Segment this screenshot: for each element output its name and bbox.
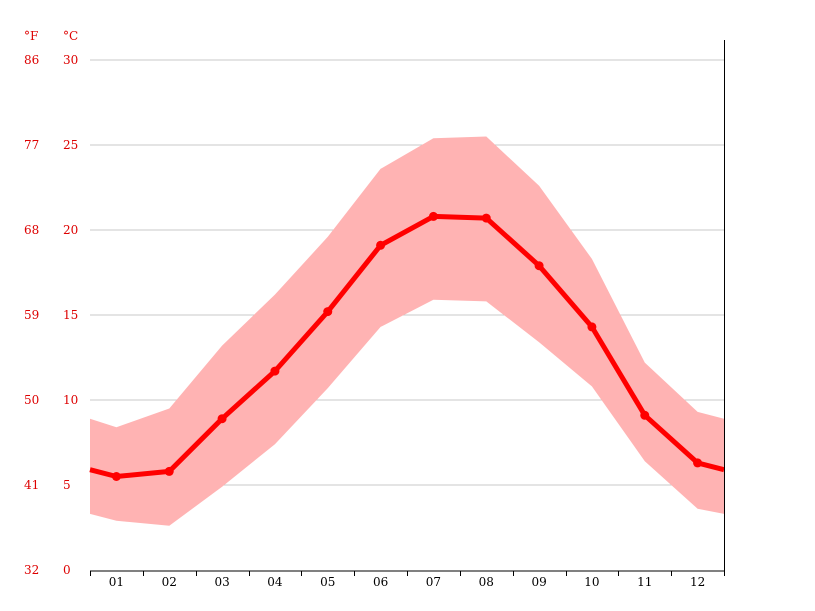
y-tick-f-32: 32 xyxy=(24,563,39,577)
y-tick-f-86: 86 xyxy=(24,53,39,67)
x-tick-11: 11 xyxy=(637,575,652,589)
y-tick-c-15: 15 xyxy=(63,308,78,322)
y-tick-labels: 86 30 77 25 68 20 59 15 50 10 41 5 32 0 xyxy=(24,53,78,577)
data-point-04 xyxy=(270,366,280,376)
x-tick-01: 01 xyxy=(109,575,124,589)
axes xyxy=(90,40,725,576)
data-point-07 xyxy=(428,211,438,221)
y-tick-c-25: 25 xyxy=(63,138,78,152)
data-point-10 xyxy=(587,322,597,332)
y-tick-c-10: 10 xyxy=(63,393,78,407)
x-tick-08: 08 xyxy=(479,575,494,589)
data-point-02 xyxy=(164,466,174,476)
y-tick-c-20: 20 xyxy=(63,223,78,237)
x-tick-05: 05 xyxy=(320,575,335,589)
data-point-08 xyxy=(481,213,491,223)
data-point-05 xyxy=(323,307,333,317)
mean-temperature-line xyxy=(89,213,725,479)
y-tick-c-5: 5 xyxy=(63,478,71,492)
x-tick-labels: 01 02 03 04 05 06 07 08 09 10 11 12 xyxy=(109,575,705,589)
y-tick-f-59: 59 xyxy=(24,308,39,322)
data-point-11 xyxy=(640,410,650,420)
y-tick-f-77: 77 xyxy=(24,138,39,152)
mean-temperature-points xyxy=(111,211,703,481)
x-tick-10: 10 xyxy=(584,575,599,589)
y-tick-c-30: 30 xyxy=(63,53,78,67)
y-axis-right-unit: °C xyxy=(63,29,78,43)
y-axis-left-unit: °F xyxy=(24,29,38,43)
data-point-06 xyxy=(376,240,386,250)
temperature-range-band xyxy=(90,136,724,526)
y-tick-f-68: 68 xyxy=(24,223,39,237)
y-tick-f-50: 50 xyxy=(24,393,39,407)
data-point-09 xyxy=(534,261,544,271)
x-tick-06: 06 xyxy=(373,575,388,589)
mean-line xyxy=(89,213,725,479)
data-point-01 xyxy=(111,472,121,481)
range-band xyxy=(90,136,724,526)
x-tick-03: 03 xyxy=(214,575,229,589)
x-tick-02: 02 xyxy=(162,575,177,589)
x-tick-12: 12 xyxy=(690,575,705,589)
y-tick-f-41: 41 xyxy=(24,478,39,492)
x-tick-04: 04 xyxy=(267,575,283,589)
y-tick-c-0: 0 xyxy=(63,563,71,577)
data-point-03 xyxy=(217,414,227,424)
x-tick-09: 09 xyxy=(531,575,546,589)
x-tick-07: 07 xyxy=(426,575,441,589)
data-point-12 xyxy=(693,458,703,468)
